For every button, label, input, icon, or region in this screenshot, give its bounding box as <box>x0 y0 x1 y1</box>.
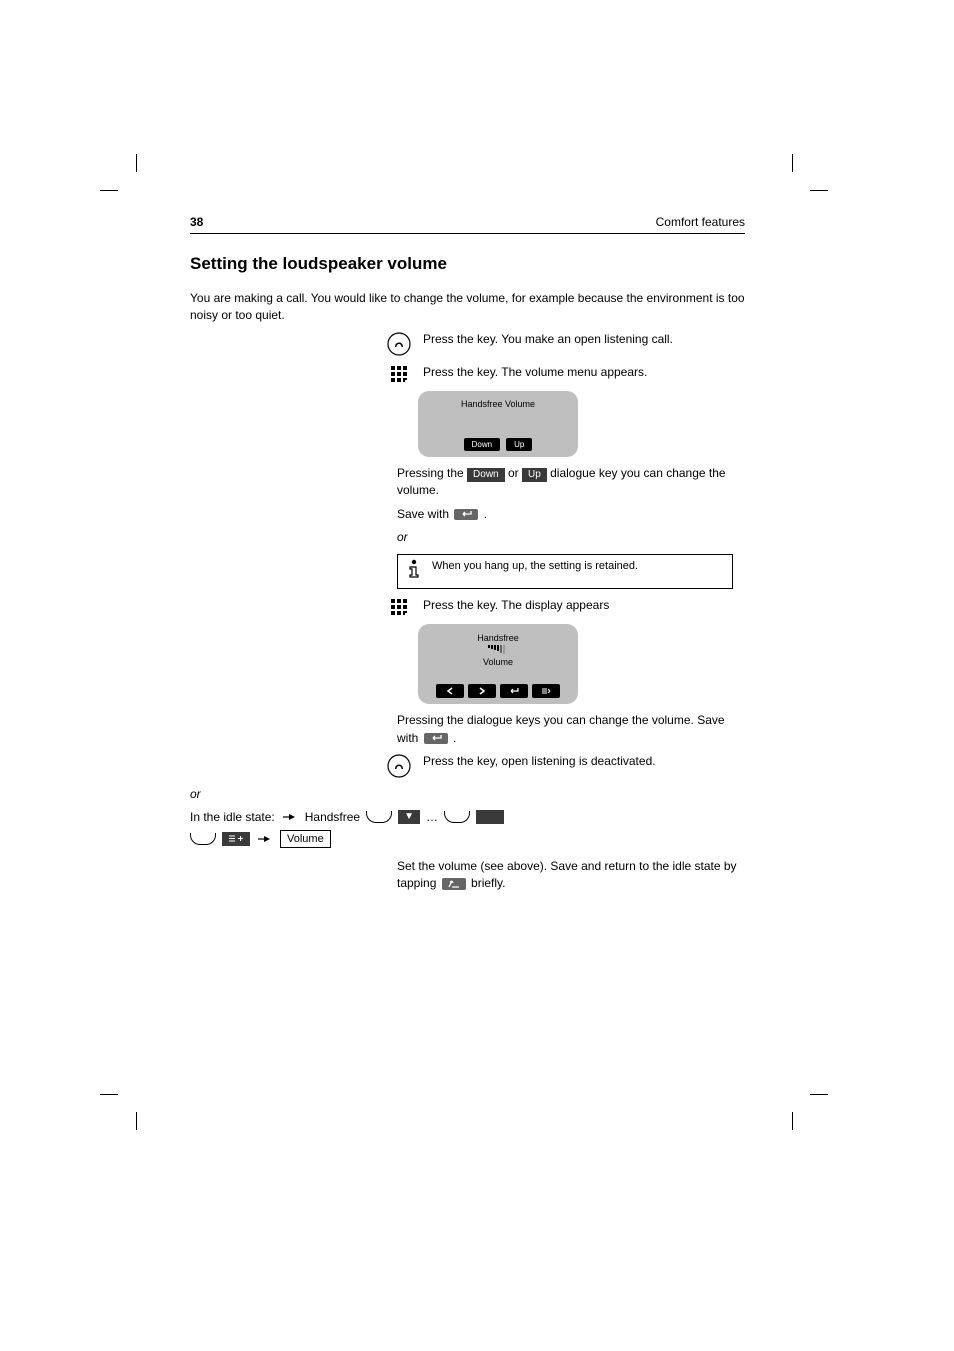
step-3-text: Pressing the Down or Up dialogue key you… <box>397 465 745 500</box>
softkey-icon <box>444 811 470 823</box>
enter-key-icon <box>454 509 478 520</box>
volume-bar-icon <box>424 645 572 655</box>
keypad-icon <box>385 597 413 616</box>
phone-screen-2: Handsfree Volume <box>418 624 578 704</box>
phone-screen-1: Handsfree Volume Down Up <box>418 391 578 457</box>
handset-key-icon <box>385 331 413 356</box>
crop-mark-br <box>792 1094 812 1114</box>
step-2: Press the key. The volume menu appears. <box>385 364 745 383</box>
enter-key-icon <box>424 733 448 744</box>
step-6-text: Pressing the dialogue keys you can chang… <box>397 712 745 747</box>
chapter-title: Comfort features <box>656 215 745 229</box>
nav-sequence: In the idle state: Handsfree ▼ … <box>190 810 745 824</box>
screen2-title: Handsfree <box>424 630 572 643</box>
final-instruction: Set the volume (see above). Save and ret… <box>397 858 745 893</box>
or-separator-2: or <box>190 786 745 803</box>
step-1: Press the key. You make an open listenin… <box>385 331 745 356</box>
screen1-title: Handsfree Volume <box>418 399 578 409</box>
page-header: 38 Comfort features <box>190 215 745 234</box>
up-dialogue-key: Up <box>522 468 547 482</box>
keypad-icon <box>385 364 413 383</box>
step-5-text: Press the key. The display appears <box>423 597 745 614</box>
info-text: When you hang up, the setting is retaine… <box>432 559 638 573</box>
nav-sequence-2: Volume <box>190 830 745 848</box>
softkey-icon <box>366 811 392 823</box>
intro-text: You are making a call. You would like to… <box>190 290 745 325</box>
page-content: 38 Comfort features Setting the loudspea… <box>190 215 745 898</box>
page-number: 38 <box>190 215 203 229</box>
step-7: Press the key, open listening is deactiv… <box>385 753 745 778</box>
step-1-text: Press the key. You make an open listenin… <box>423 331 745 348</box>
down-triangle-key: ▼ <box>398 810 420 824</box>
down-dialogue-key: Down <box>467 468 505 482</box>
nav-text-1: In the idle state: <box>190 810 275 824</box>
step-4-text: Save with . <box>397 506 745 523</box>
menu-plus-key-icon <box>222 832 250 846</box>
screen2-subtitle: Volume <box>424 657 572 667</box>
crop-mark-bl <box>118 1094 138 1114</box>
right-arrow-key-icon <box>468 684 496 698</box>
handset-key-icon <box>385 753 413 778</box>
softkey-icon <box>190 833 216 845</box>
step-5: Press the key. The display appears <box>385 597 745 616</box>
play-arrow-icon <box>258 834 272 844</box>
volume-menu-box: Volume <box>280 830 331 848</box>
nav-text-2: Handsfree <box>305 810 360 824</box>
crop-mark-tl <box>118 172 138 192</box>
screen2-key-row <box>424 684 572 698</box>
enter-key-icon <box>500 684 528 698</box>
info-box: When you hang up, the setting is retaine… <box>397 554 733 589</box>
blank-dialogue-key <box>476 810 504 824</box>
left-arrow-key-icon <box>436 684 464 698</box>
nav-text-3: … <box>426 810 438 824</box>
crop-mark-tr <box>792 172 812 192</box>
info-icon <box>406 559 424 584</box>
screen1-up-button: Up <box>506 438 532 451</box>
step-2-text: Press the key. The volume menu appears. <box>423 364 745 381</box>
step-7-text: Press the key, open listening is deactiv… <box>423 753 745 770</box>
escape-key-icon <box>442 878 466 890</box>
screen1-down-button: Down <box>464 438 500 451</box>
play-arrow-icon <box>283 812 297 822</box>
menu-key-icon <box>532 684 560 698</box>
or-separator: or <box>397 529 745 546</box>
section-title: Setting the loudspeaker volume <box>190 254 745 274</box>
